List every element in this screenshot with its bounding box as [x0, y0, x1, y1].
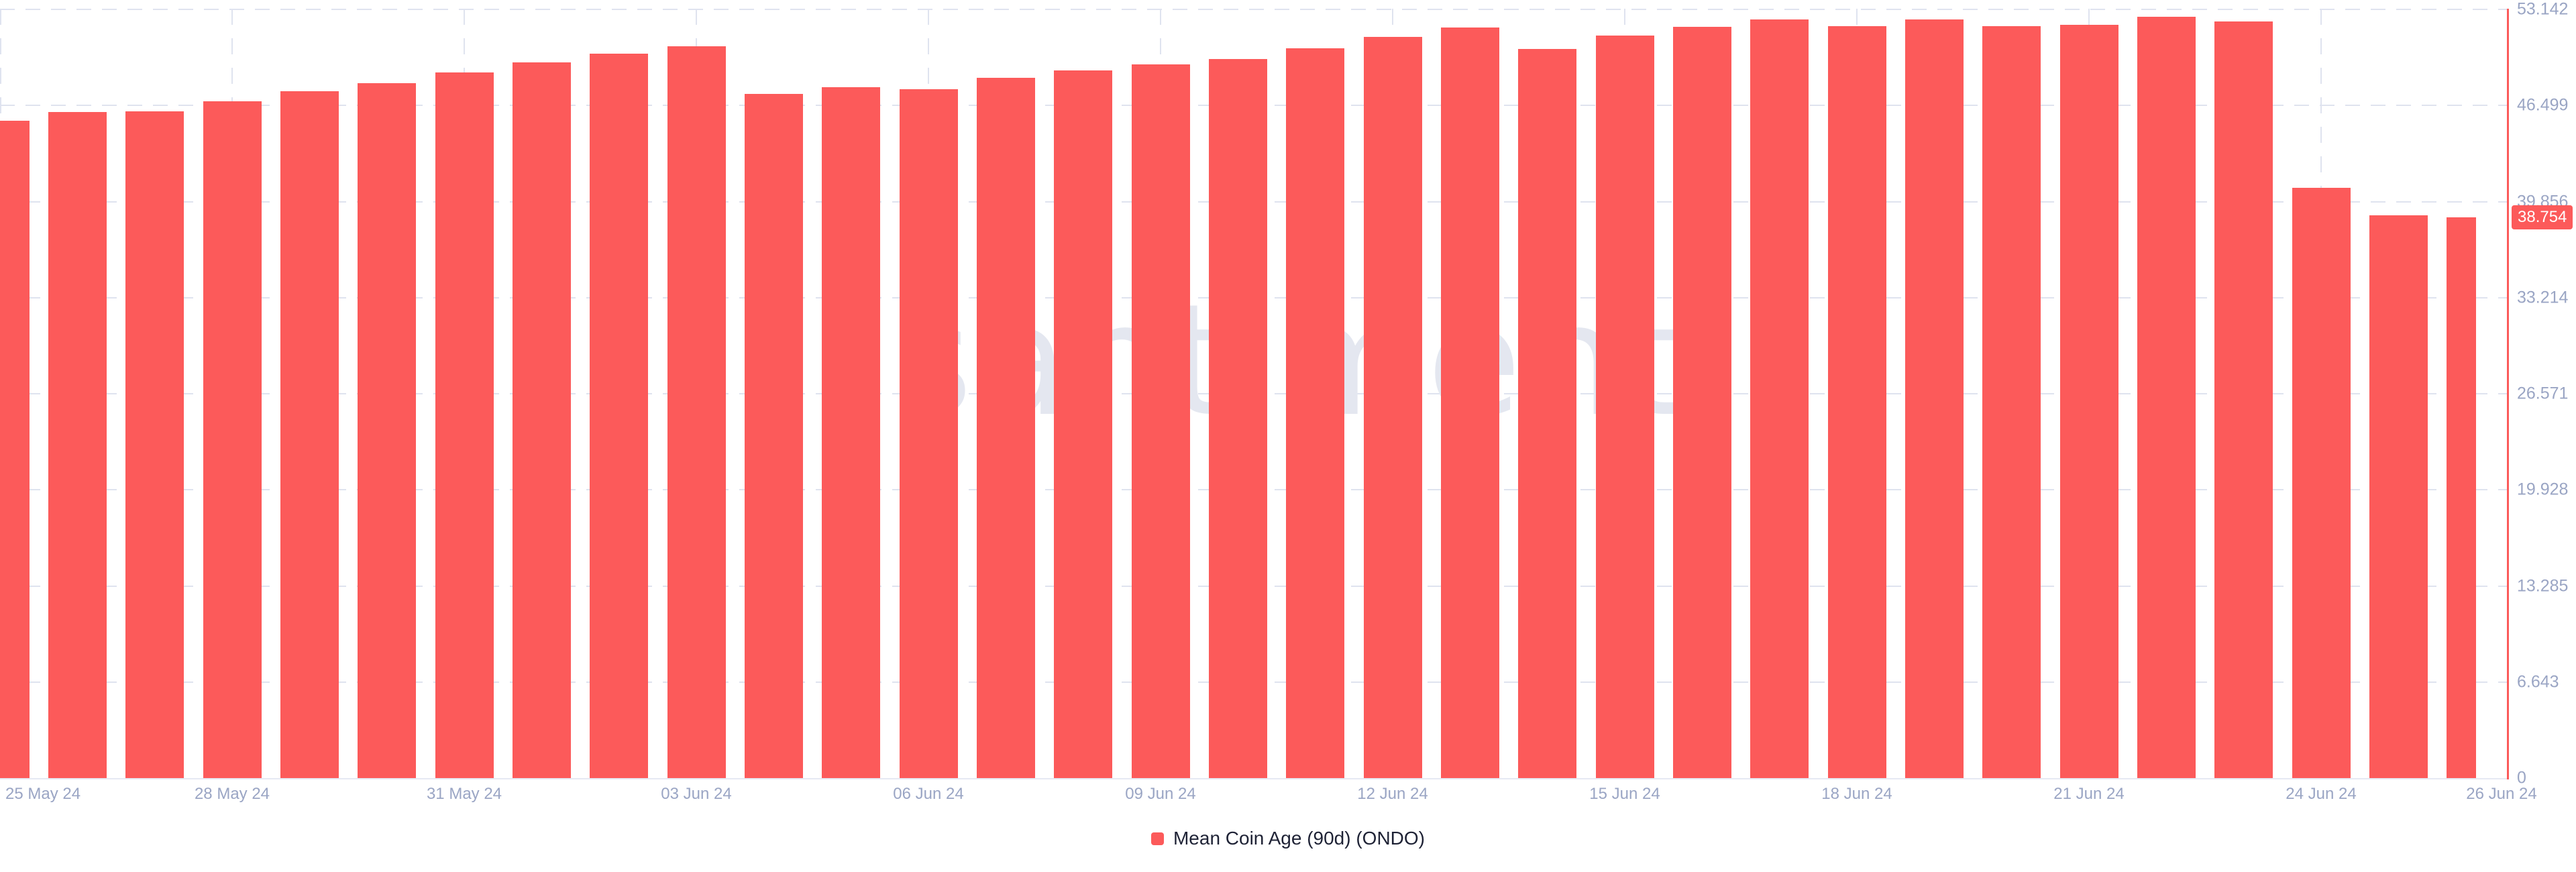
- bar-26-Jun-24[interactable]: [2447, 217, 2476, 778]
- bar-07-Jun-24[interactable]: [976, 78, 1035, 778]
- x-tick-label: 25 May 24: [5, 785, 81, 803]
- bar-25-May-24[interactable]: [0, 121, 30, 778]
- y-tick-label: 0: [2517, 768, 2526, 787]
- bar-31-May-24[interactable]: [435, 72, 494, 778]
- bar-05-Jun-24[interactable]: [822, 87, 881, 778]
- y-tick-label: 53.142: [2517, 0, 2569, 19]
- bar-22-Jun-24[interactable]: [2137, 17, 2196, 778]
- bar-27-May-24[interactable]: [125, 111, 184, 778]
- x-axis-line: [0, 778, 2508, 779]
- bar-09-Jun-24[interactable]: [1131, 64, 1190, 778]
- bar-26-May-24[interactable]: [48, 112, 107, 778]
- bar-20-Jun-24[interactable]: [1982, 26, 2041, 778]
- y-tick-label: 6.643: [2517, 672, 2559, 692]
- bar-19-Jun-24[interactable]: [1904, 19, 1964, 778]
- bar-01-Jun-24[interactable]: [512, 62, 571, 778]
- bar-02-Jun-24[interactable]: [590, 54, 649, 778]
- bar-11-Jun-24[interactable]: [1286, 48, 1345, 778]
- bar-04-Jun-24[interactable]: [744, 94, 803, 778]
- bar-12-Jun-24[interactable]: [1363, 37, 1422, 778]
- legend: Mean Coin Age (90d) (ONDO): [0, 828, 2576, 849]
- current-value-badge: 38.754: [2512, 205, 2573, 229]
- y-tick-label: 46.499: [2517, 95, 2569, 115]
- bar-10-Jun-24[interactable]: [1208, 59, 1267, 778]
- x-tick-label: 31 May 24: [426, 785, 502, 803]
- y-tick-label: 26.571: [2517, 384, 2569, 403]
- x-tick-label: 28 May 24: [194, 785, 270, 803]
- bar-18-Jun-24[interactable]: [1827, 26, 1886, 778]
- legend-label[interactable]: Mean Coin Age (90d) (ONDO): [1173, 828, 1426, 849]
- bar-24-Jun-24[interactable]: [2292, 188, 2351, 778]
- bar-30-May-24[interactable]: [358, 83, 417, 778]
- y-axis-line: [2507, 9, 2509, 779]
- x-tick-label: 21 Jun 24: [2053, 785, 2125, 803]
- x-tick-label: 26 Jun 24: [2466, 785, 2537, 803]
- x-tick-label: 12 Jun 24: [1357, 785, 1428, 803]
- x-tick-label: 15 Jun 24: [1589, 785, 1660, 803]
- bar-13-Jun-24[interactable]: [1440, 28, 1499, 778]
- bar-29-May-24[interactable]: [280, 91, 339, 778]
- bar-25-Jun-24[interactable]: [2369, 215, 2428, 778]
- x-tick-label: 24 Jun 24: [2286, 785, 2357, 803]
- bar-03-Jun-24[interactable]: [667, 46, 726, 778]
- bar-28-May-24[interactable]: [203, 101, 262, 778]
- bar-15-Jun-24[interactable]: [1595, 36, 1654, 778]
- legend-color-swatch: [1150, 832, 1164, 845]
- gridline-y-53.142: [0, 9, 2507, 10]
- bar-21-Jun-24[interactable]: [2059, 25, 2118, 778]
- y-tick-label: 33.214: [2517, 288, 2569, 307]
- x-tick-label: 18 Jun 24: [1821, 785, 1892, 803]
- bar-17-Jun-24[interactable]: [1750, 19, 1809, 778]
- bar-14-Jun-24[interactable]: [1518, 49, 1577, 778]
- bar-08-Jun-24[interactable]: [1054, 70, 1113, 778]
- y-tick-label: 13.285: [2517, 576, 2569, 596]
- bar-06-Jun-24[interactable]: [899, 89, 958, 778]
- x-tick-label: 09 Jun 24: [1125, 785, 1196, 803]
- x-tick-label: 03 Jun 24: [661, 785, 732, 803]
- bar-series: [0, 17, 2476, 778]
- bar-23-Jun-24[interactable]: [2214, 21, 2273, 778]
- bar-16-Jun-24[interactable]: [1672, 27, 1731, 778]
- y-tick-label: 19.928: [2517, 480, 2569, 499]
- x-tick-label: 06 Jun 24: [893, 785, 964, 803]
